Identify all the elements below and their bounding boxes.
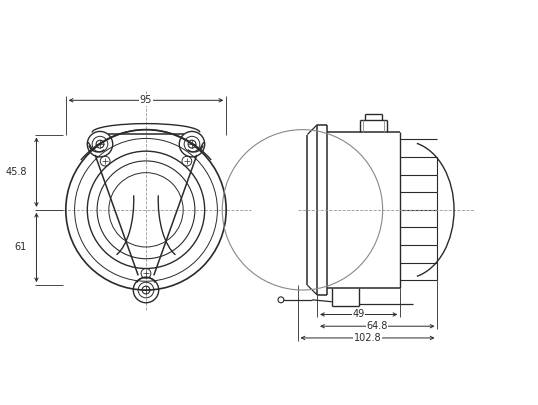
Text: 95: 95 xyxy=(140,95,152,105)
Text: 102.8: 102.8 xyxy=(353,333,381,343)
Text: 61: 61 xyxy=(15,243,27,252)
Text: 45.8: 45.8 xyxy=(5,167,27,177)
Text: 64.8: 64.8 xyxy=(366,321,388,331)
Text: 49: 49 xyxy=(352,309,365,320)
